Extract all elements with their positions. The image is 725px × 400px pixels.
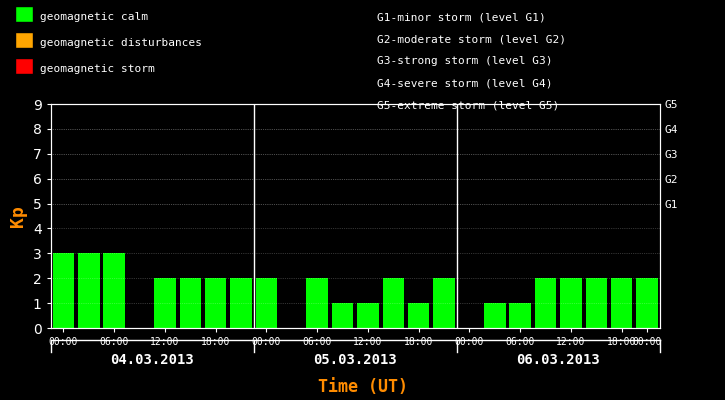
Text: G5-extreme storm (level G5): G5-extreme storm (level G5) (377, 100, 559, 110)
Bar (307, 278, 328, 328)
Bar (560, 278, 581, 328)
Bar (104, 253, 125, 328)
Bar (180, 278, 201, 328)
Bar (332, 303, 353, 328)
Bar (154, 278, 175, 328)
Bar (205, 278, 226, 328)
Text: 04.03.2013: 04.03.2013 (110, 353, 194, 367)
Text: G4-severe storm (level G4): G4-severe storm (level G4) (377, 78, 552, 88)
Bar (611, 278, 632, 328)
Text: geomagnetic calm: geomagnetic calm (40, 12, 148, 22)
Text: G2-moderate storm (level G2): G2-moderate storm (level G2) (377, 34, 566, 44)
Text: 06.03.2013: 06.03.2013 (516, 353, 600, 367)
Text: Time (UT): Time (UT) (318, 378, 407, 396)
Bar (434, 278, 455, 328)
Text: geomagnetic disturbances: geomagnetic disturbances (40, 38, 202, 48)
Y-axis label: Kp: Kp (9, 205, 28, 227)
Bar (408, 303, 429, 328)
Text: geomagnetic storm: geomagnetic storm (40, 64, 154, 74)
Bar (78, 253, 99, 328)
Bar (53, 253, 74, 328)
Bar (586, 278, 607, 328)
Bar (256, 278, 277, 328)
Bar (383, 278, 404, 328)
Text: G3-strong storm (level G3): G3-strong storm (level G3) (377, 56, 552, 66)
Bar (484, 303, 505, 328)
Bar (357, 303, 378, 328)
Bar (231, 278, 252, 328)
Bar (510, 303, 531, 328)
Bar (637, 278, 658, 328)
Text: 05.03.2013: 05.03.2013 (313, 353, 397, 367)
Bar (535, 278, 556, 328)
Text: G1-minor storm (level G1): G1-minor storm (level G1) (377, 12, 546, 22)
